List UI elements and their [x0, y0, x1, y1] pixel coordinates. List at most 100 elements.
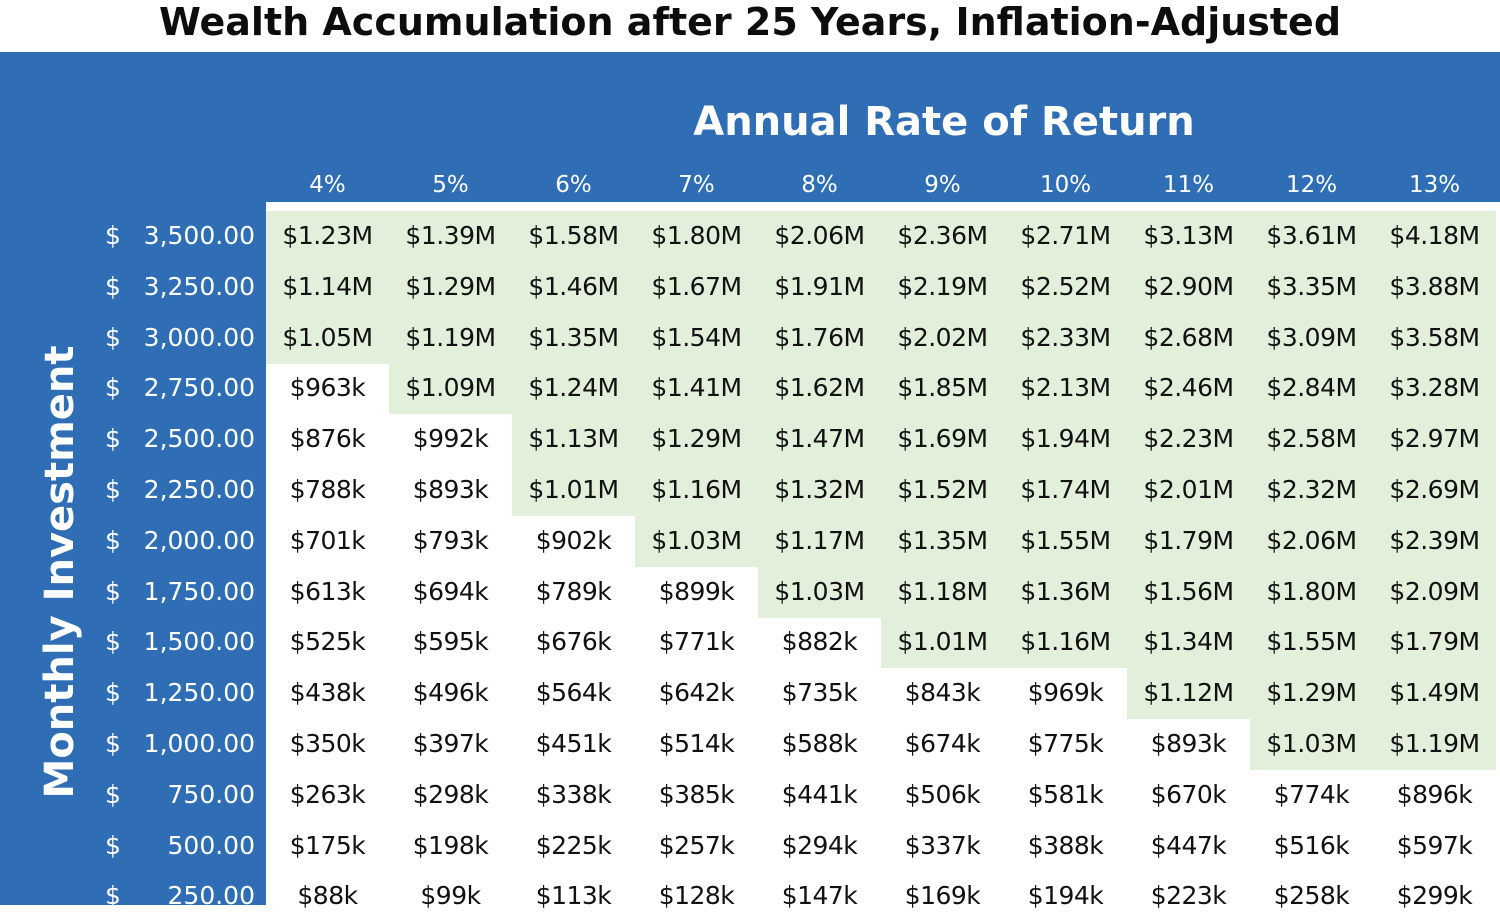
table-cell: $1.32M	[758, 465, 881, 516]
column-header: 6%	[555, 172, 592, 198]
table-cell: $893k	[1150, 729, 1227, 758]
table-cell: $1.85M	[881, 363, 1004, 414]
row-header: 1,500.00	[143, 627, 255, 656]
table-cell: $198k	[412, 831, 489, 860]
table-cell: $1.69M	[881, 414, 1004, 465]
table-cell: $1.29M	[389, 262, 512, 313]
row-currency-symbol: $	[105, 729, 121, 758]
table-cell: $1.67M	[635, 262, 758, 313]
table-cell: $225k	[535, 831, 612, 860]
table-cell: $194k	[1027, 881, 1104, 910]
row-header: 2,500.00	[143, 424, 255, 453]
table-cell: $774k	[1273, 780, 1350, 809]
table-cell: $843k	[904, 678, 981, 707]
table-cell: $2.71M	[1004, 211, 1127, 262]
table-cell: $99k	[420, 881, 481, 910]
table-cell: $642k	[658, 678, 735, 707]
table-cell: $451k	[535, 729, 612, 758]
table-cell: $670k	[1150, 780, 1227, 809]
row-currency-symbol: $	[105, 475, 121, 504]
table-cell: $1.58M	[512, 211, 635, 262]
table-cell: $338k	[535, 780, 612, 809]
table-cell: $113k	[535, 881, 612, 910]
table-cell: $676k	[535, 627, 612, 656]
table-cell: $1.14M	[266, 262, 389, 313]
table-cell: $1.35M	[512, 313, 635, 364]
table-cell: $3.28M	[1373, 363, 1496, 414]
table-cell: $1.17M	[758, 516, 881, 567]
table-cell: $1.47M	[758, 414, 881, 465]
table-cell: $516k	[1273, 831, 1350, 860]
row-group-title: Monthly Investment	[37, 345, 83, 799]
table-cell: $3.88M	[1373, 262, 1496, 313]
table-cell: $385k	[658, 780, 735, 809]
row-currency-symbol: $	[105, 373, 121, 402]
table-cell: $397k	[412, 729, 489, 758]
table-cell: $294k	[781, 831, 858, 860]
table-cell: $963k	[289, 373, 366, 402]
column-header: 4%	[309, 172, 346, 198]
column-header: 7%	[678, 172, 715, 198]
column-group-title: Annual Rate of Return	[693, 99, 1195, 145]
table-cell: $514k	[658, 729, 735, 758]
row-header: 1,750.00	[143, 577, 255, 606]
table-cell: $2.23M	[1127, 414, 1250, 465]
table-cell: $3.61M	[1250, 211, 1373, 262]
table-cell: $1.62M	[758, 363, 881, 414]
table-cell: $2.36M	[881, 211, 1004, 262]
column-header: 11%	[1162, 172, 1215, 198]
row-currency-symbol: $	[105, 221, 121, 250]
table-cell: $1.55M	[1250, 617, 1373, 668]
row-header: 2,000.00	[143, 526, 255, 555]
row-header: 1,250.00	[143, 678, 255, 707]
table-cell: $2.39M	[1373, 516, 1496, 567]
table-cell: $263k	[289, 780, 366, 809]
table-cell: $2.90M	[1127, 262, 1250, 313]
column-header: 13%	[1408, 172, 1461, 198]
table-cell: $147k	[781, 881, 858, 910]
row-header: 2,750.00	[143, 373, 255, 402]
table-cell: $2.09M	[1373, 567, 1496, 618]
table-cell: $1.56M	[1127, 567, 1250, 618]
table-cell: $1.80M	[635, 211, 758, 262]
table-cell: $1.24M	[512, 363, 635, 414]
table-cell: $1.19M	[1373, 719, 1496, 770]
table-cell: $1.79M	[1127, 516, 1250, 567]
table-cell: $581k	[1027, 780, 1104, 809]
table-cell: $175k	[289, 831, 366, 860]
row-header: 500.00	[167, 831, 255, 860]
table-cell: $2.58M	[1250, 414, 1373, 465]
table-cell: $2.32M	[1250, 465, 1373, 516]
table-cell: $1.74M	[1004, 465, 1127, 516]
row-currency-symbol: $	[105, 424, 121, 453]
table-cell: $388k	[1027, 831, 1104, 860]
table-cell: $1.01M	[512, 465, 635, 516]
table-cell: $298k	[412, 780, 489, 809]
chart-title: Wealth Accumulation after 25 Years, Infl…	[158, 0, 1342, 44]
column-header: 9%	[924, 172, 961, 198]
table-cell: $1.29M	[1250, 668, 1373, 719]
table-cell: $4.18M	[1373, 211, 1496, 262]
table-cell: $1.49M	[1373, 668, 1496, 719]
table-cell: $1.91M	[758, 262, 881, 313]
table-cell: $2.52M	[1004, 262, 1127, 313]
table-cell: $2.97M	[1373, 414, 1496, 465]
table-cell: $1.16M	[1004, 617, 1127, 668]
table-cell: $789k	[535, 577, 612, 606]
table-cell: $595k	[412, 627, 489, 656]
table-cell: $1.54M	[635, 313, 758, 364]
table-cell: $2.69M	[1373, 465, 1496, 516]
table-cell: $882k	[781, 627, 858, 656]
table-cell: $1.09M	[389, 363, 512, 414]
table-cell: $1.05M	[266, 313, 389, 364]
row-currency-symbol: $	[105, 526, 121, 555]
row-header: 1,000.00	[143, 729, 255, 758]
table-cell: $1.03M	[635, 516, 758, 567]
table-cell: $1.52M	[881, 465, 1004, 516]
table-cell: $893k	[412, 475, 489, 504]
row-currency-symbol: $	[105, 272, 121, 301]
table-cell: $1.34M	[1127, 617, 1250, 668]
table-cell: $597k	[1396, 831, 1473, 860]
table-cell: $775k	[1027, 729, 1104, 758]
table-cell: $441k	[781, 780, 858, 809]
